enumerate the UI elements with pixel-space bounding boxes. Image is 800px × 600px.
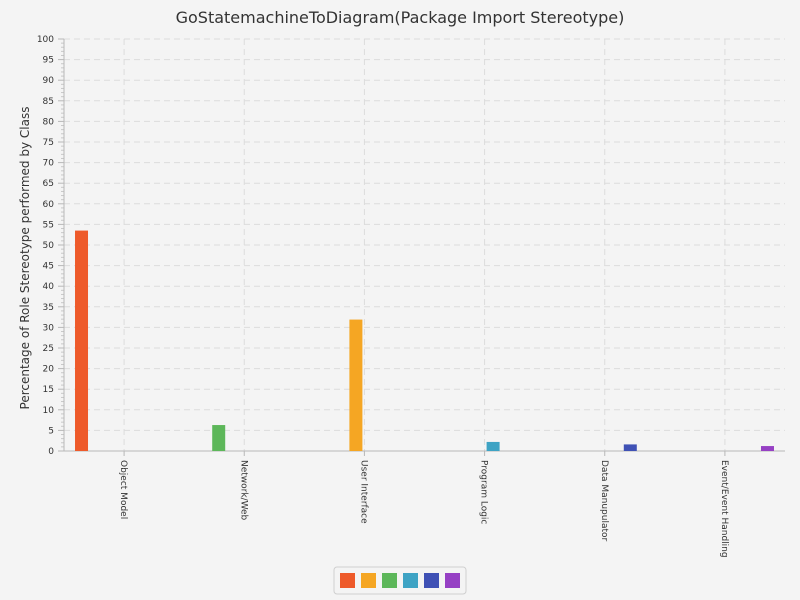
- bars: [75, 230, 774, 451]
- axes: 0 5 10 15 20 25 30 35 40 45 50 55 60 65 70 75 80 85 90 95 10…: [37, 35, 785, 457]
- x-tick-label: Event/Event Handling: [719, 460, 729, 558]
- bar: [75, 230, 89, 451]
- y-tick-label: 25: [43, 344, 54, 354]
- y-tick-label: 35: [43, 303, 54, 313]
- y-tick-label: 5: [48, 426, 54, 436]
- legend-swatch: [445, 573, 460, 588]
- y-tick-label: 55: [43, 220, 54, 230]
- legend-swatch: [403, 573, 418, 588]
- category-labels: Object Model Network/Web User Interface Pro…: [118, 460, 729, 558]
- y-tick-label: 10: [43, 406, 55, 416]
- legend-swatch: [340, 573, 355, 588]
- legend-swatch: [424, 573, 439, 588]
- grid: [64, 38, 785, 451]
- legend-swatch: [382, 573, 397, 588]
- x-tick-label: Program Logic: [479, 460, 489, 524]
- y-tick-label: 45: [43, 262, 54, 272]
- y-tick-label: 20: [43, 365, 55, 375]
- bar: [623, 444, 637, 451]
- y-tick-label: 90: [43, 76, 55, 86]
- y-tick-label: 60: [43, 200, 55, 210]
- bar: [486, 441, 500, 451]
- y-tick-label: 100: [37, 35, 54, 45]
- bar: [349, 319, 363, 451]
- x-tick-label: User Interface: [358, 460, 368, 524]
- y-tick-label: 70: [43, 159, 55, 169]
- y-tick-label: 75: [43, 138, 54, 148]
- y-tick-label: 15: [43, 385, 54, 395]
- y-tick-label: 80: [43, 117, 55, 127]
- y-tick-label: 85: [43, 97, 54, 107]
- y-tick-label: 50: [43, 241, 55, 251]
- legend: [333, 566, 467, 595]
- x-tick-label: Network/Web: [238, 460, 248, 521]
- x-tick-label: Object Model: [118, 460, 128, 519]
- y-tick-label: 65: [43, 179, 54, 189]
- y-tick-label: 0: [48, 447, 54, 457]
- bar: [212, 425, 226, 451]
- x-tick-label: Data Manupulator: [599, 460, 609, 542]
- y-tick-label: 95: [43, 56, 54, 66]
- y-tick-label: 30: [43, 323, 55, 333]
- chart-title: GoStatemachineToDiagram(Package Import S…: [176, 8, 625, 27]
- bar: [760, 446, 774, 451]
- legend-swatch: [361, 573, 376, 588]
- y-axis-label: Percentage of Role Stereotype performed …: [18, 107, 32, 410]
- y-tick-label: 40: [43, 282, 55, 292]
